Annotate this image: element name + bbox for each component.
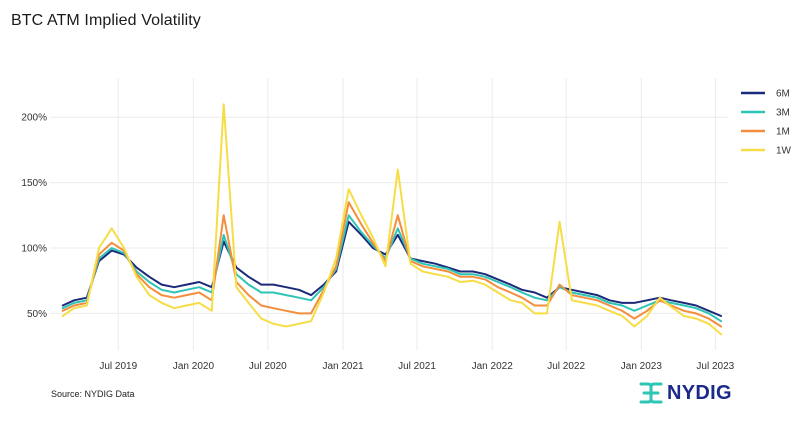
source-note: Source: NYDIG Data xyxy=(51,389,135,399)
x-tick-label: Jan 2022 xyxy=(472,361,514,372)
legend-label-3m: 3M xyxy=(776,108,790,119)
y-tick-label: 100% xyxy=(21,244,47,255)
nydig-logo: NYDIG xyxy=(638,380,732,406)
grid-layer xyxy=(50,78,728,350)
series-line-1m xyxy=(61,201,723,328)
logo-text: NYDIG xyxy=(667,381,732,404)
x-tick-label: Jul 2020 xyxy=(249,361,287,372)
legend-label-6m: 6M xyxy=(776,89,790,100)
x-tick-label: Jan 2020 xyxy=(173,361,215,372)
y-tick-label: 150% xyxy=(21,178,47,189)
x-tick-label: Jul 2019 xyxy=(99,361,137,372)
x-tick-label: Jan 2021 xyxy=(322,361,364,372)
chart-title: BTC ATM Implied Volatility xyxy=(11,12,201,29)
y-tick-label: 200% xyxy=(21,113,47,124)
chart-legend: 6M 3M 1M 1W xyxy=(741,89,792,157)
series-line-3m xyxy=(61,214,723,323)
series-layer xyxy=(61,103,723,336)
y-tick-label: 50% xyxy=(27,309,47,320)
legend-label-1w: 1W xyxy=(776,146,792,157)
x-tick-label: Jul 2021 xyxy=(398,361,436,372)
legend-label-1m: 1M xyxy=(776,127,790,138)
x-tick-label: Jul 2022 xyxy=(547,361,585,372)
x-tick-label: Jan 2023 xyxy=(621,361,663,372)
x-tick-label: Jul 2023 xyxy=(696,361,734,372)
series-line-1w xyxy=(61,103,723,336)
axis-layer: 50% 100% 150% 200% Jul 2019 Jan 2020 Jul 2020 J… xyxy=(21,113,734,372)
nydig-logo-icon xyxy=(639,382,663,404)
